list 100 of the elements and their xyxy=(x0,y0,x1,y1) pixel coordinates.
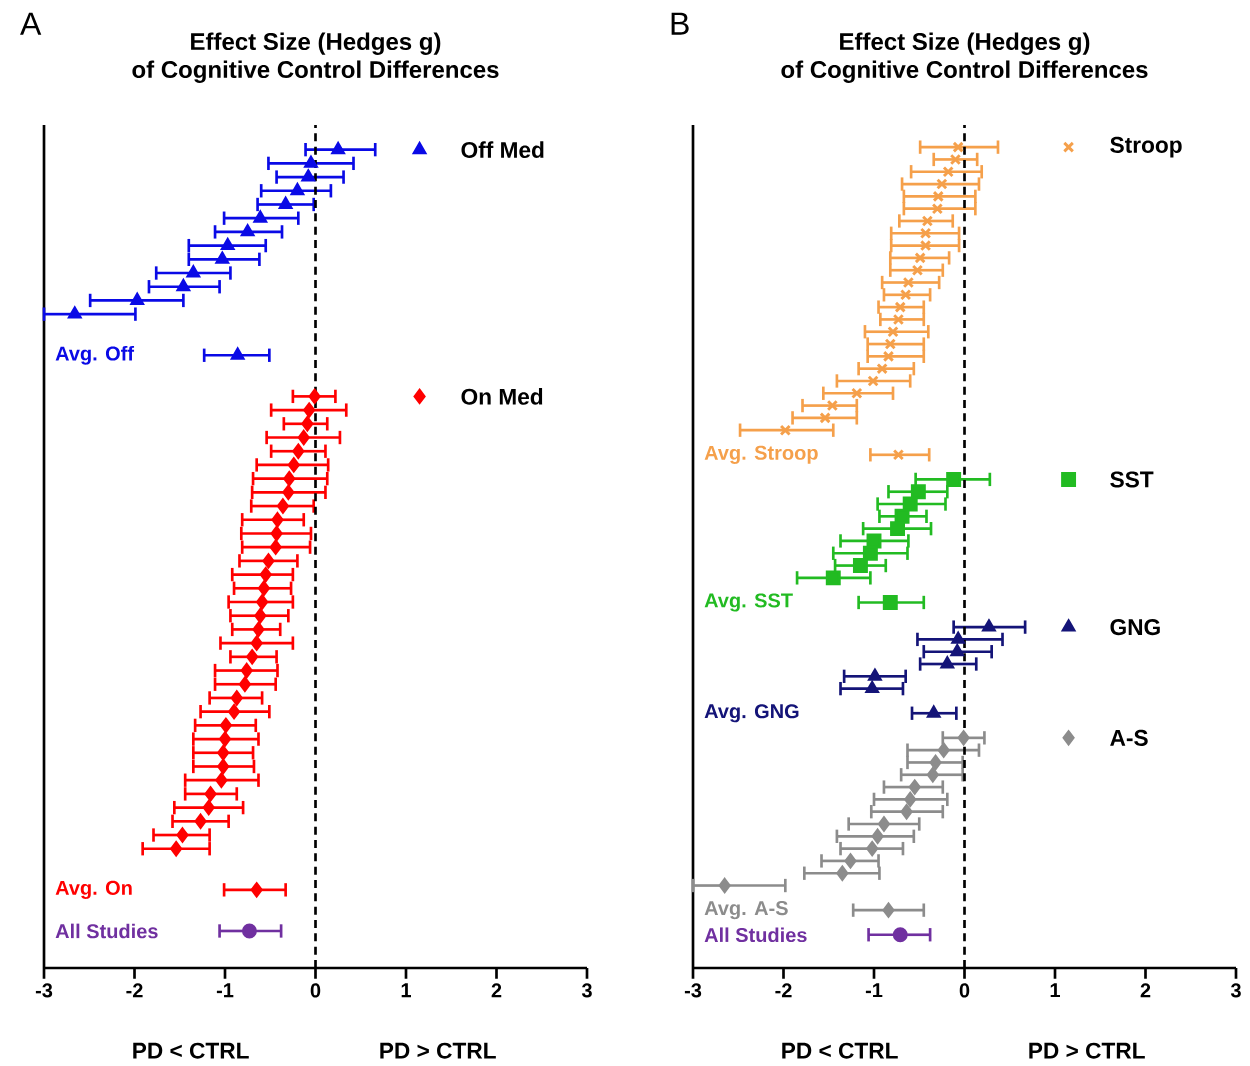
y-tick-label: Avg. Stroop xyxy=(704,445,818,464)
point xyxy=(825,570,841,586)
point xyxy=(331,142,345,155)
point xyxy=(228,704,241,720)
point xyxy=(957,730,970,746)
legend-label: SST xyxy=(1110,471,1154,488)
point xyxy=(866,841,879,857)
point xyxy=(194,813,207,829)
point xyxy=(911,264,924,276)
point xyxy=(246,649,259,665)
point xyxy=(170,841,183,857)
point xyxy=(900,804,913,820)
x-tick-label: 0 xyxy=(310,983,321,998)
point xyxy=(256,594,269,610)
legend-label: GNG xyxy=(1110,619,1160,636)
point xyxy=(982,619,996,632)
point xyxy=(931,202,944,215)
point xyxy=(257,580,270,596)
point xyxy=(290,183,305,196)
x-tick-label: 2 xyxy=(1140,983,1151,998)
point xyxy=(877,816,890,832)
point xyxy=(937,742,950,758)
point xyxy=(68,306,82,319)
legend-label: A-S xyxy=(1110,729,1148,746)
point xyxy=(301,416,314,432)
point xyxy=(894,508,910,524)
point xyxy=(130,292,144,305)
point xyxy=(940,656,954,669)
point xyxy=(882,902,895,918)
point xyxy=(204,786,217,802)
x-tick-label: -2 xyxy=(126,983,143,998)
point xyxy=(919,227,932,239)
point xyxy=(899,289,912,301)
point xyxy=(287,457,300,473)
point xyxy=(871,828,884,844)
point xyxy=(942,166,954,178)
point xyxy=(217,745,230,761)
point xyxy=(862,545,878,561)
point xyxy=(929,755,942,770)
y-tick-label: Avg. On xyxy=(55,880,132,899)
point xyxy=(276,498,289,514)
point xyxy=(308,388,321,404)
point xyxy=(219,731,231,747)
point xyxy=(865,681,879,694)
point xyxy=(292,443,305,459)
legend-label: Off Med xyxy=(461,141,544,158)
point xyxy=(304,155,318,168)
point xyxy=(892,313,905,326)
x-tick-label: -1 xyxy=(216,983,234,998)
point xyxy=(718,878,731,893)
point xyxy=(867,375,879,387)
point xyxy=(176,827,189,843)
point xyxy=(908,779,921,795)
point xyxy=(241,923,257,939)
point xyxy=(202,800,215,816)
text: A xyxy=(20,12,42,35)
point xyxy=(303,402,316,418)
point xyxy=(882,350,895,363)
point xyxy=(926,767,939,783)
point xyxy=(254,608,267,624)
point xyxy=(902,496,918,512)
point xyxy=(952,141,964,153)
point xyxy=(882,595,898,610)
point xyxy=(271,512,284,528)
point xyxy=(231,347,245,360)
y-tick-label: Avg. GNG xyxy=(704,704,799,723)
point xyxy=(946,471,962,487)
point xyxy=(215,251,229,264)
point xyxy=(836,865,849,881)
point xyxy=(887,326,899,338)
point xyxy=(890,521,905,537)
point xyxy=(951,631,965,644)
chart-subtitle: of Cognitive Control Differences xyxy=(781,60,1148,83)
point xyxy=(892,449,905,461)
point xyxy=(250,882,263,898)
point xyxy=(186,265,200,278)
x-tick-label: 1 xyxy=(401,983,411,998)
x-tick-label: -2 xyxy=(775,983,792,998)
text: B xyxy=(671,12,689,35)
point xyxy=(301,169,315,182)
point xyxy=(262,553,275,569)
y-tick-label: All Studies xyxy=(704,927,807,943)
point xyxy=(282,484,295,500)
point xyxy=(921,215,934,227)
point xyxy=(910,484,926,500)
text: PD > CTRL xyxy=(380,1042,496,1059)
y-tick-label: Avg. Off xyxy=(55,345,135,365)
point xyxy=(238,676,251,692)
text: PD > CTRL xyxy=(1029,1042,1145,1059)
x-tick-label: 3 xyxy=(1230,983,1241,998)
point xyxy=(949,153,962,166)
x-tick-label: -1 xyxy=(865,983,883,998)
chart-title: Effect Size (Hedges g) xyxy=(840,32,1090,55)
point xyxy=(779,424,792,436)
point xyxy=(826,399,839,412)
y-tick-label: Avg. SST xyxy=(704,593,793,612)
point xyxy=(259,567,272,583)
point xyxy=(927,705,941,718)
point xyxy=(914,252,926,264)
point xyxy=(950,644,964,657)
